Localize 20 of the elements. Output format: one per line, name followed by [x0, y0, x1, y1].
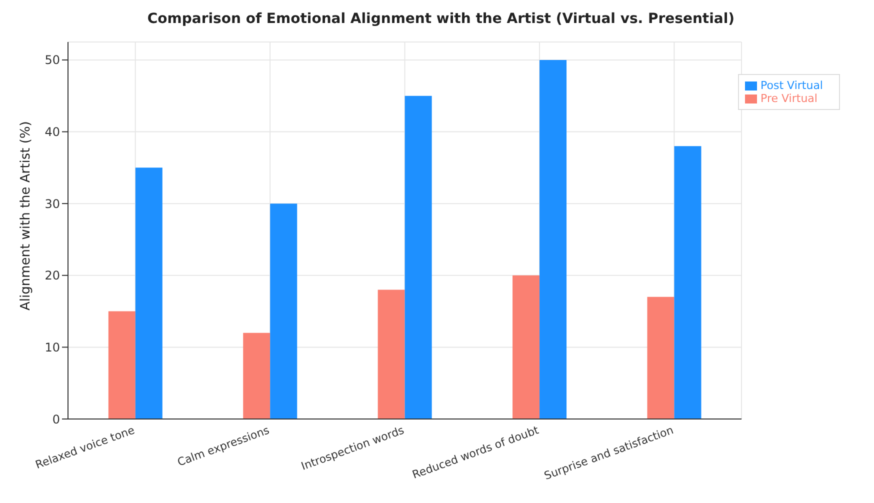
- y-tick-label: 20: [44, 268, 60, 283]
- bar: [378, 290, 405, 419]
- bar: [243, 332, 270, 419]
- legend-label: Pre Virtual: [760, 92, 818, 105]
- bar: [674, 146, 702, 419]
- bar: [647, 296, 674, 419]
- legend-label: Post Virtual: [760, 79, 823, 92]
- bar: [108, 311, 136, 419]
- bar: [540, 60, 567, 419]
- bar: [404, 96, 432, 419]
- y-tick-label: 0: [52, 412, 60, 426]
- chart-title: Comparison of Emotional Alignment with the Artist (Virtual vs. Presential): [146, 10, 736, 29]
- y-axis-title: Alignment with the Artist (%): [18, 121, 34, 310]
- bar: [135, 168, 162, 419]
- y-tick-label: 30: [44, 196, 60, 211]
- bar: [270, 204, 298, 419]
- bar: [512, 275, 540, 419]
- y-tick-label: 10: [44, 340, 60, 354]
- y-tick-label: 40: [44, 125, 60, 140]
- y-tick-label: 50: [44, 53, 60, 68]
